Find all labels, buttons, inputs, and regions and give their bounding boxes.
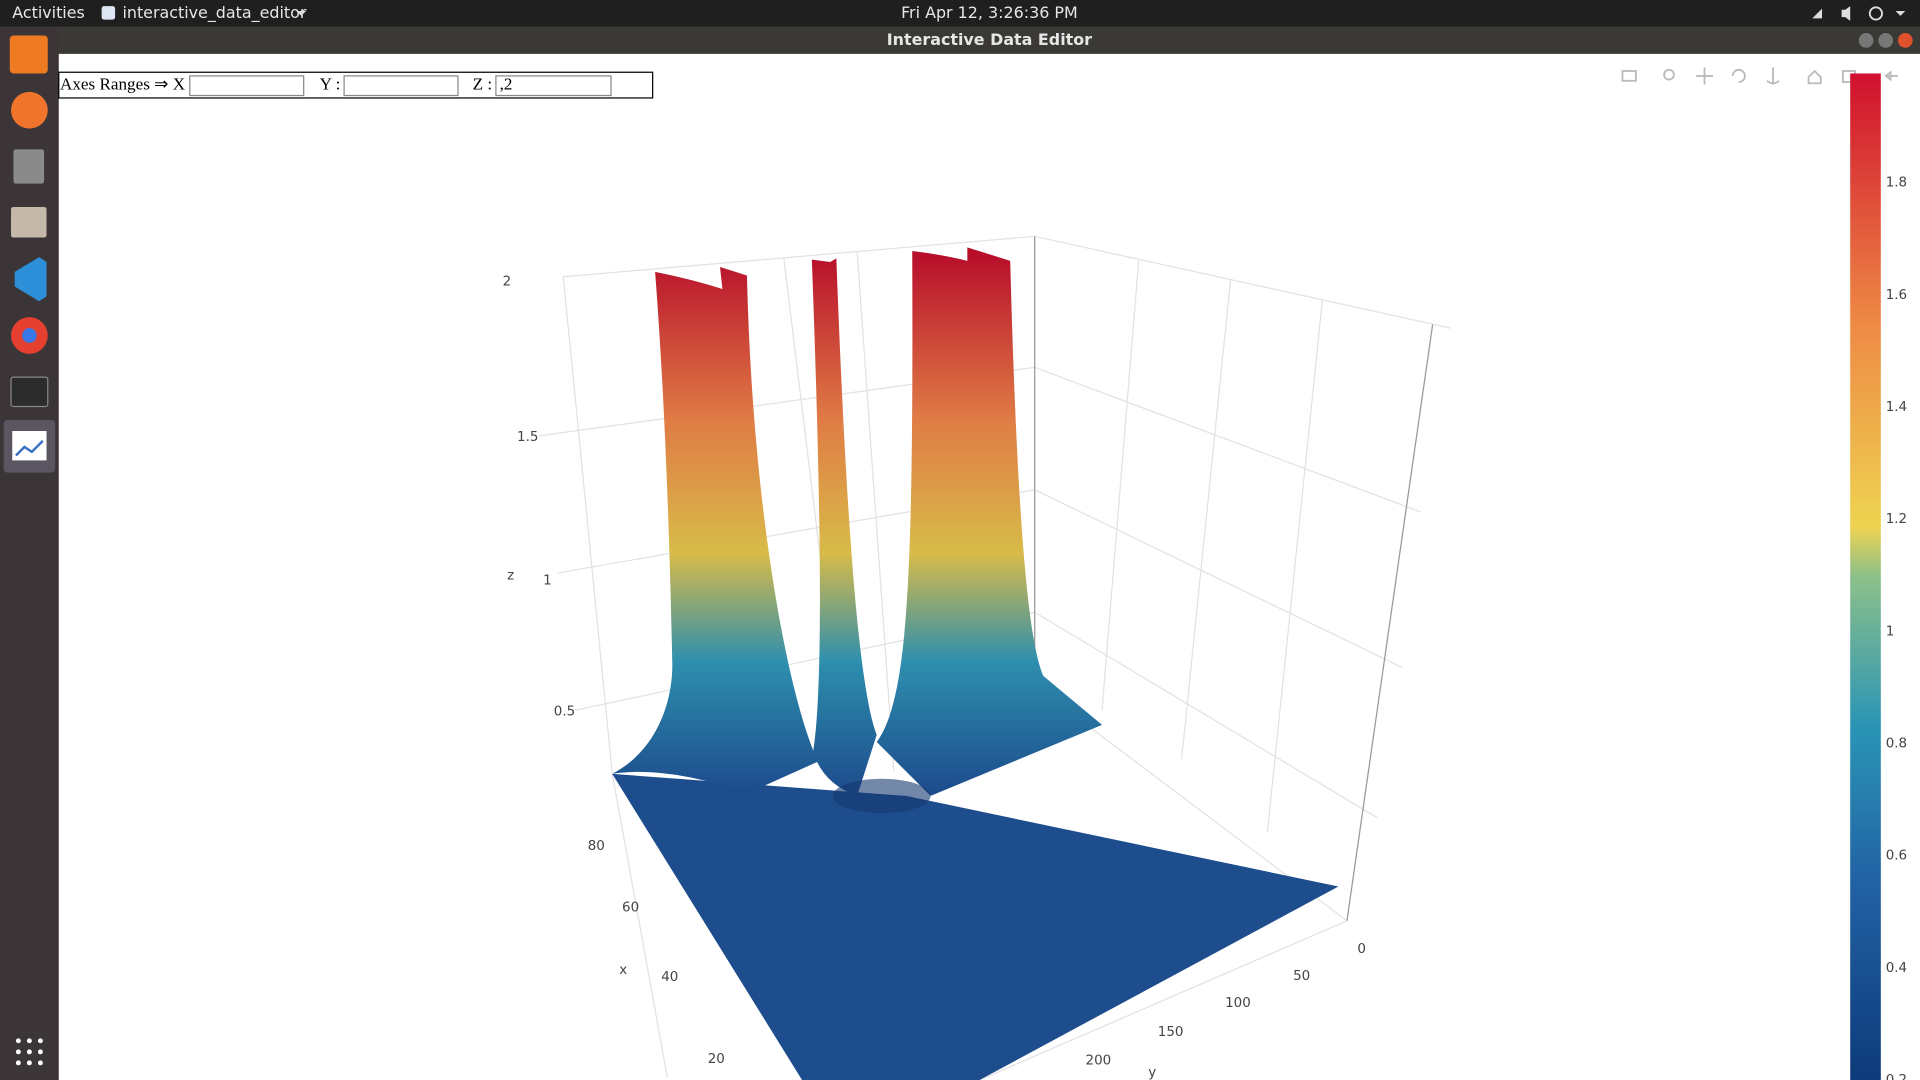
- colorbar-tick-label: 1.4: [1886, 400, 1907, 415]
- y-range-input[interactable]: [343, 75, 459, 97]
- decoration: [26, 1049, 32, 1055]
- hover-toggle[interactable]: [1884, 70, 1898, 82]
- y-range-label: Y :: [320, 75, 341, 94]
- pan-button[interactable]: [1695, 67, 1714, 85]
- app-icon: [101, 6, 116, 20]
- colorbar-tick-label: 1: [1886, 624, 1895, 639]
- colorbar-tick-label: 0.6: [1886, 849, 1907, 864]
- y-tick-label: 0: [1357, 942, 1366, 957]
- zoom-button[interactable]: [1663, 68, 1675, 81]
- y-tick-label: 200: [1086, 1053, 1112, 1068]
- colorbar-tick-label: 0.2: [1886, 1073, 1907, 1080]
- surface-peak: [876, 247, 1103, 796]
- axes-range-label: Axes Ranges ⇒ X :: [60, 75, 194, 94]
- colorbar-tick-label: 1.2: [1886, 512, 1907, 527]
- y-tick-label: 150: [1158, 1025, 1184, 1040]
- system-tray[interactable]: [1812, 6, 1906, 21]
- reset-camera-button[interactable]: [1807, 69, 1822, 85]
- y-tick-label: 50: [1293, 969, 1310, 984]
- colorbar-tick-label: 1.8: [1886, 176, 1907, 191]
- x-tick-label: 60: [622, 900, 639, 915]
- data-editor[interactable]: [12, 431, 47, 461]
- colorbar-ticks: 0.2 0.4 0.6 0.8 1 1.2 1.4 1.6 1.8: [1886, 176, 1907, 1080]
- activities[interactable]: Activities: [12, 3, 85, 22]
- firefox[interactable]: [11, 91, 48, 129]
- z-tick-label: 1.5: [517, 430, 538, 445]
- decoration: [1812, 8, 1823, 19]
- z-tick-label: 2: [503, 275, 512, 290]
- pdf-app[interactable]: [9, 35, 48, 74]
- title-bar: [0, 26, 1920, 54]
- z-range-label: Z :: [473, 75, 492, 94]
- decoration: [1868, 6, 1883, 21]
- decoration: [37, 1038, 43, 1044]
- x-tick-label: 20: [708, 1052, 725, 1067]
- decoration: [26, 1060, 32, 1066]
- maximize-button[interactable]: [1878, 33, 1894, 48]
- colorbar-tick-label: 0.4: [1886, 961, 1907, 976]
- download-button[interactable]: [1621, 70, 1637, 82]
- z-tick-label: 0.5: [554, 704, 575, 719]
- colorbar-tick-label: 0.8: [1886, 737, 1907, 752]
- vscode[interactable]: [14, 257, 47, 302]
- axis-labels: 0.5 1 1.5 2 20 40 60 80 0 50 100 150 200 z x y: [503, 275, 1366, 1080]
- decoration: [15, 1038, 21, 1044]
- x-tick-label: 80: [588, 839, 605, 854]
- z-range-input[interactable]: [495, 75, 612, 97]
- app-menu-arrow[interactable]: [296, 11, 307, 16]
- terminal[interactable]: [10, 376, 49, 408]
- surface-floor: [612, 773, 1339, 1080]
- surface-peak: [612, 266, 818, 794]
- decoration: [1895, 11, 1906, 16]
- decoration: [26, 1038, 32, 1044]
- decoration: [832, 778, 931, 814]
- decoration: [15, 1049, 21, 1055]
- decoration: [37, 1060, 43, 1066]
- z-axis-title: z: [507, 569, 514, 584]
- x-range-input[interactable]: [189, 75, 305, 97]
- y-tick-label: 100: [1225, 996, 1251, 1011]
- decoration: [37, 1049, 43, 1055]
- files[interactable]: [11, 206, 47, 238]
- show-apps[interactable]: [15, 1038, 43, 1066]
- decoration: [15, 1060, 21, 1066]
- colorbar-tick-label: 1.6: [1886, 288, 1907, 303]
- dock: [0, 26, 59, 1080]
- z-tick-label: 1: [543, 573, 552, 588]
- top-bar: [0, 0, 1920, 27]
- calculator[interactable]: [13, 149, 45, 184]
- decoration: [15, 439, 44, 457]
- dock-icons: [3, 35, 56, 1066]
- orbit-button[interactable]: [1731, 68, 1746, 83]
- surface: [612, 247, 1339, 1080]
- x-axis-title: x: [619, 963, 627, 978]
- z-range-value[interactable]: ,2: [500, 75, 513, 94]
- close-button[interactable]: [1897, 33, 1913, 48]
- surface-peak: [811, 258, 877, 796]
- y-axis-title: y: [1148, 1066, 1156, 1080]
- x-tick-label: 40: [661, 970, 678, 985]
- minimize-button[interactable]: [1858, 33, 1874, 48]
- z-axis-line-right: [1346, 324, 1434, 921]
- clock[interactable]: Fri Apr 12, 3:26:36 PM: [901, 3, 1078, 22]
- window-title: Interactive Data Editor: [887, 30, 1092, 49]
- decoration: [783, 250, 1324, 833]
- decoration: [22, 328, 37, 343]
- colorbar: [1850, 73, 1881, 1080]
- app-menu[interactable]: interactive_data_editor: [122, 3, 306, 23]
- turntable-button[interactable]: [1766, 67, 1780, 85]
- decoration: [1841, 6, 1851, 21]
